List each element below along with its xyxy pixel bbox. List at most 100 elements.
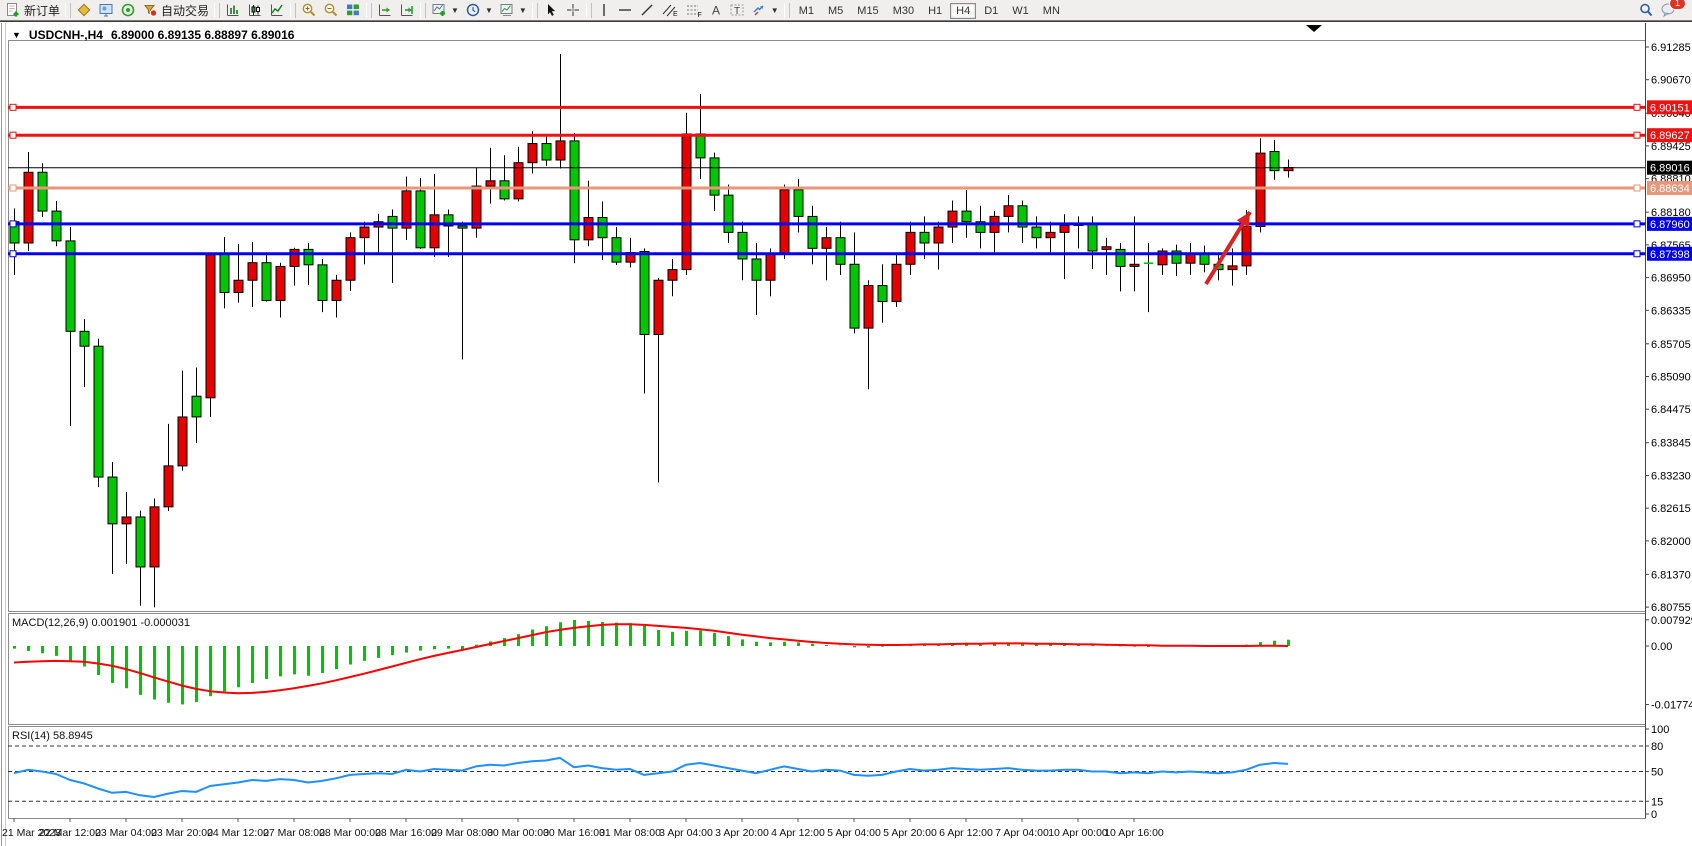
timeframe-h4-button[interactable]: H4 — [950, 3, 977, 19]
timeframe-h1-button[interactable]: H1 — [928, 5, 943, 17]
bearish-candle — [723, 194, 734, 233]
bearish-candle — [569, 140, 580, 241]
rsi-line — [13, 756, 1289, 798]
toolbar-separator — [531, 2, 538, 18]
tile-windows-button[interactable] — [342, 1, 364, 20]
new-order-button[interactable]: 新订单 — [2, 1, 63, 20]
bullish-candle — [401, 190, 412, 229]
macd-signal-line — [13, 623, 1289, 695]
channel-tool-button[interactable]: E — [658, 1, 682, 20]
candlestick-mode-button[interactable] — [244, 1, 266, 20]
toolbar-separator — [585, 2, 592, 18]
search-button[interactable] — [1635, 1, 1657, 20]
time-tick-label: 23 Mar 04:00 — [95, 827, 157, 839]
bullish-candle — [429, 214, 440, 249]
notifications-button[interactable]: 1 — [1657, 0, 1686, 20]
timeframe-m15-button[interactable]: M15 — [857, 5, 879, 17]
line-handle[interactable] — [1633, 220, 1641, 228]
periods-button[interactable]: ▼ — [462, 1, 496, 20]
price-line-label-box — [1647, 216, 1692, 231]
price-tick-label: 6.81370 — [1651, 569, 1691, 581]
timeframe-mn-button[interactable]: MN — [1042, 5, 1060, 17]
line-handle[interactable] — [1633, 131, 1641, 139]
line-handle[interactable] — [1633, 184, 1641, 192]
bearish-candle — [37, 171, 48, 212]
line-chart-mode-button[interactable] — [266, 1, 288, 20]
bearish-candle — [51, 210, 62, 242]
bearish-candle — [877, 285, 888, 303]
dropdown-arrow-icon: ▼ — [484, 5, 493, 15]
crosshair-icon — [566, 4, 579, 16]
chevron-down-icon[interactable]: ▼ — [12, 30, 21, 40]
timeframe-d1-button[interactable]: D1 — [984, 5, 999, 17]
autotrading-label: 自动交易 — [161, 3, 210, 18]
fibonacci-tool-button[interactable]: F — [682, 1, 706, 20]
timeframe-w1-button[interactable]: W1 — [1012, 5, 1029, 17]
chart-shift-button[interactable] — [396, 1, 418, 20]
time-tick-label: 30 Mar 00:00 — [487, 827, 549, 839]
notification-badge: 1 — [1669, 0, 1686, 10]
rsi-tick-label: 100 — [1651, 724, 1669, 736]
time-tick-label: 3 Apr 04:00 — [659, 827, 713, 839]
bullish-candle — [513, 162, 524, 200]
bullish-candle — [121, 516, 132, 525]
dropdown-arrow-icon: ▼ — [451, 5, 459, 15]
price-line-label-box — [1647, 246, 1692, 261]
line-handle[interactable] — [9, 220, 17, 228]
time-tick-label: 28 Mar 16:00 — [375, 827, 437, 839]
bullish-candle — [289, 248, 300, 267]
macd-pane: 0.007929 0.00 -0.017743 — [13, 615, 1692, 712]
annotation-arrow[interactable] — [1204, 210, 1252, 286]
crosshair-tool-button[interactable] — [562, 1, 584, 20]
pane-frames — [8, 40, 1646, 819]
auto-scroll-button[interactable] — [374, 1, 396, 20]
chart-shift-marker[interactable] — [1306, 25, 1322, 32]
chart-window-area[interactable]: 6.912856.906706.900406.894256.888106.881… — [0, 23, 1692, 846]
timeframe-m5-button[interactable]: M5 — [828, 5, 844, 17]
line-handle[interactable] — [1633, 103, 1641, 111]
bullish-candle — [359, 226, 370, 239]
bullish-candle — [765, 253, 776, 281]
bearish-candle — [65, 240, 76, 332]
zoom-in-button[interactable] — [298, 1, 320, 20]
macd-tick-label: 0.007929 — [1651, 615, 1692, 627]
chart-canvas[interactable]: 6.912856.906706.900406.894256.888106.881… — [0, 23, 1692, 846]
autotrading-button[interactable]: 自动交易 — [139, 1, 212, 20]
chart-window-button[interactable] — [73, 1, 95, 20]
templates-button[interactable]: ▼ — [496, 1, 530, 20]
line-handle[interactable] — [9, 250, 17, 258]
horizontal-line-tool-button[interactable] — [614, 1, 636, 20]
indicators-button[interactable]: ▼ — [428, 1, 462, 20]
line-handle[interactable] — [9, 103, 17, 111]
zoom-out-button[interactable] — [320, 1, 342, 20]
dropdown-arrow-icon: ▼ — [518, 5, 527, 15]
arrows-tool-button[interactable]: ▼ — [748, 1, 782, 20]
line-handle[interactable] — [9, 184, 17, 192]
price-scale[interactable]: 6.912856.906706.900406.894256.888106.881… — [1645, 23, 1692, 818]
market-watch-button[interactable] — [95, 1, 117, 20]
trendline-tool-button[interactable] — [636, 1, 658, 20]
line-handle[interactable] — [1633, 250, 1641, 258]
bullish-candle — [275, 265, 286, 301]
timeframe-m30-button[interactable]: M30 — [892, 5, 915, 17]
clock-icon — [466, 3, 480, 17]
timeframe-m1-button[interactable]: M1 — [798, 5, 814, 17]
bullish-candle — [1003, 205, 1014, 217]
bearish-candle — [219, 253, 230, 293]
text-label-tool-button[interactable]: T — [726, 1, 748, 20]
timeframe-switcher: M1 M5 M15 M30 H1 H4 D1 W1 MN — [792, 3, 1067, 19]
text-icon: A — [712, 4, 720, 18]
line-handle[interactable] — [9, 131, 17, 139]
vertical-line-tool-button[interactable] — [594, 1, 614, 20]
price-tick-label: 6.83230 — [1651, 470, 1691, 482]
bearish-candle — [961, 210, 972, 223]
text-tool-button[interactable]: A — [706, 1, 726, 20]
bar-chart-mode-button[interactable] — [222, 1, 244, 20]
time-tick-label: 29 Mar 08:00 — [431, 827, 493, 839]
time-tick-label: 28 Mar 00:00 — [319, 827, 381, 839]
macd-indicator-label: MACD(12,26,9) 0.001901 -0.000031 — [12, 617, 190, 629]
cursor-tool-button[interactable] — [540, 1, 562, 20]
navigator-button[interactable] — [117, 1, 139, 20]
bullish-candle — [779, 189, 790, 255]
